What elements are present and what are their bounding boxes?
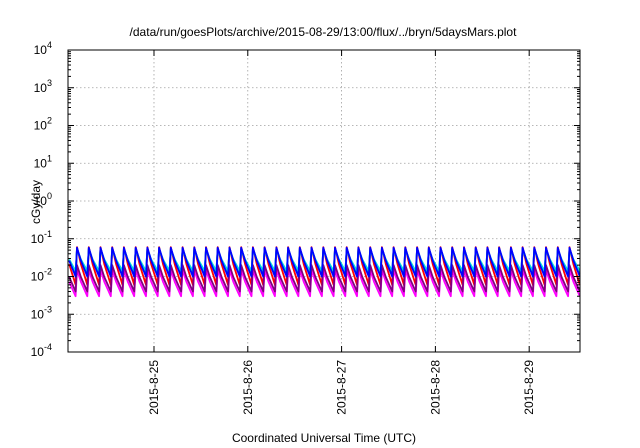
x-tick-label: 2015-8-27 [335, 360, 349, 415]
x-tick-label: 2015-8-29 [522, 360, 536, 415]
series-lines [68, 246, 581, 298]
y-tick-label: 10-4 [31, 342, 52, 359]
y-axis: 104 103 102 101 100 10-1 10-2 10-3 10-4 [31, 40, 580, 359]
grid [68, 50, 580, 352]
y-tick-label: 103 [34, 78, 52, 95]
y-tick-label: 102 [34, 116, 52, 133]
x-axis: 2015-8-25 2015-8-26 2015-8-27 2015-8-28 2015… [147, 50, 536, 415]
x-tick-label: 2015-8-25 [147, 360, 161, 415]
y-tick-label: 104 [34, 40, 52, 57]
y-tick-label: 100 [34, 191, 52, 208]
x-axis-label: Coordinated Universal Time (UTC) [232, 431, 416, 445]
y-tick-label: 10-1 [31, 229, 52, 246]
series-line-6 [68, 246, 581, 278]
x-tick-label: 2015-8-26 [241, 360, 255, 415]
y-tick-label: 10-2 [31, 267, 52, 284]
y-axis-label: cGy/day [29, 180, 43, 224]
x-tick-label: 2015-8-28 [428, 360, 442, 415]
y-tick-label: 10-3 [31, 304, 52, 321]
chart-title: /data/run/goesPlots/archive/2015-08-29/1… [130, 25, 518, 39]
y-tick-label: 101 [34, 153, 52, 170]
